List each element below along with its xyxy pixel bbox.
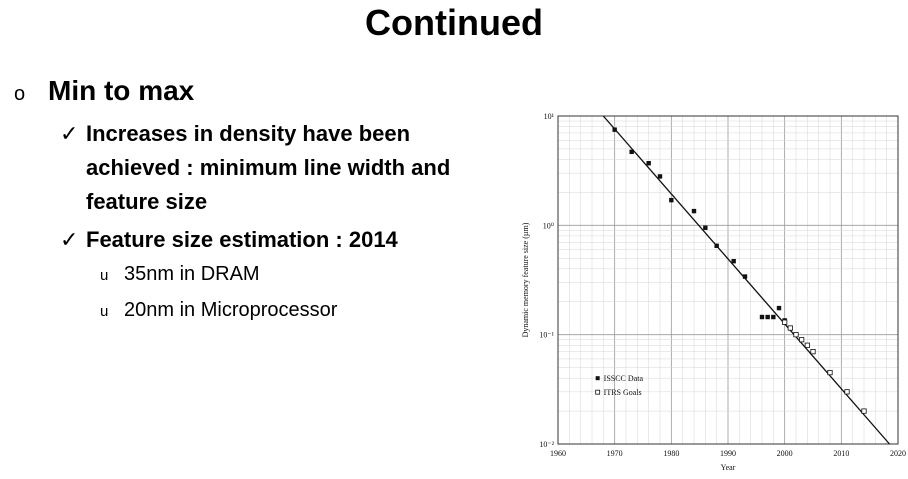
bullet-item-dram: u 35nm in DRAM <box>100 263 260 286</box>
x-tick-label: 1980 <box>663 449 679 458</box>
data-point-isscc <box>714 243 719 248</box>
x-tick-label: 2010 <box>833 449 849 458</box>
bullet-item-micro: u 20nm in Microprocessor <box>100 299 337 322</box>
y-tick-label: 10⁰ <box>543 221 554 230</box>
data-point-isscc <box>691 208 697 214</box>
trend-line <box>602 115 890 445</box>
bullet-sub-density-text: Increases in density have been achieved … <box>86 121 451 214</box>
data-point-isscc <box>612 127 617 132</box>
data-point-isscc <box>776 305 782 311</box>
bullet-main: o Min to max <box>14 75 194 107</box>
data-point-itrs <box>793 332 799 338</box>
data-point-isscc <box>742 274 748 279</box>
data-point-isscc <box>669 197 674 203</box>
slide-title: Continued <box>365 2 543 43</box>
bullet-main-text: Min to max <box>48 75 195 106</box>
legend-label-isscc: ISSCC Data <box>604 374 644 383</box>
data-point-isscc <box>731 258 736 264</box>
x-tick-label: 1990 <box>720 449 736 458</box>
data-point-itrs <box>827 369 833 376</box>
plot-frame <box>557 115 899 445</box>
bullet-sub-estimation: ✓ Feature size estimation : 2014 <box>60 223 466 257</box>
bullet-item-micro-text: 20nm in Microprocessor <box>124 299 338 321</box>
legend-marker-itrs <box>595 389 601 395</box>
feature-size-chart: 1960 1970 1980 1990 2000 2010 2020 10¹ 10⁰ 10⁻¹ 10… <box>512 108 908 479</box>
data-point-itrs <box>799 337 805 343</box>
data-point-itrs <box>861 408 867 414</box>
data-point-isscc <box>771 314 776 320</box>
bullet-marker: u <box>100 303 109 320</box>
data-point-itrs <box>804 342 810 348</box>
x-tick-label: 2000 <box>777 449 793 458</box>
bullet-sub-estimation-text: Feature size estimation : 2014 <box>86 227 398 252</box>
bullet-item-dram-text: 35nm in DRAM <box>124 263 260 285</box>
data-point-itrs <box>810 349 816 355</box>
data-point-itrs <box>787 325 793 331</box>
legend-label-itrs: ITRS Goals <box>604 388 642 397</box>
check-icon: ✓ <box>60 227 79 252</box>
data-point-isscc <box>765 314 770 320</box>
data-point-itrs <box>782 319 788 325</box>
x-tick-label: 2020 <box>890 449 906 458</box>
x-axis-label: Year <box>721 463 736 472</box>
data-point-isscc <box>759 314 765 320</box>
data-point-itrs <box>844 389 850 395</box>
data-point-isscc <box>703 225 708 230</box>
data-point-isscc <box>657 174 663 179</box>
y-tick-label: 10⁻² <box>539 440 554 449</box>
y-tick-label: 10¹ <box>544 112 555 121</box>
x-tick-label: 1960 <box>550 449 566 458</box>
legend-marker-isscc <box>595 376 600 381</box>
chart-svg: 1960 1970 1980 1990 2000 2010 2020 10¹ 10⁰ 10⁻¹ 10… <box>521 112 906 472</box>
bullet-marker: u <box>100 267 109 284</box>
bullet-sub-density: ✓ Increases in density have been achieve… <box>60 117 466 219</box>
bullet-marker: o <box>14 83 26 105</box>
x-tick-label: 1970 <box>607 449 623 458</box>
y-axis-label: Dynamic memory feature size (µm) <box>521 222 530 337</box>
data-point-isscc <box>629 149 634 155</box>
y-tick-label: 10⁻¹ <box>539 331 554 340</box>
data-point-isscc <box>646 161 651 166</box>
check-icon: ✓ <box>60 121 79 146</box>
